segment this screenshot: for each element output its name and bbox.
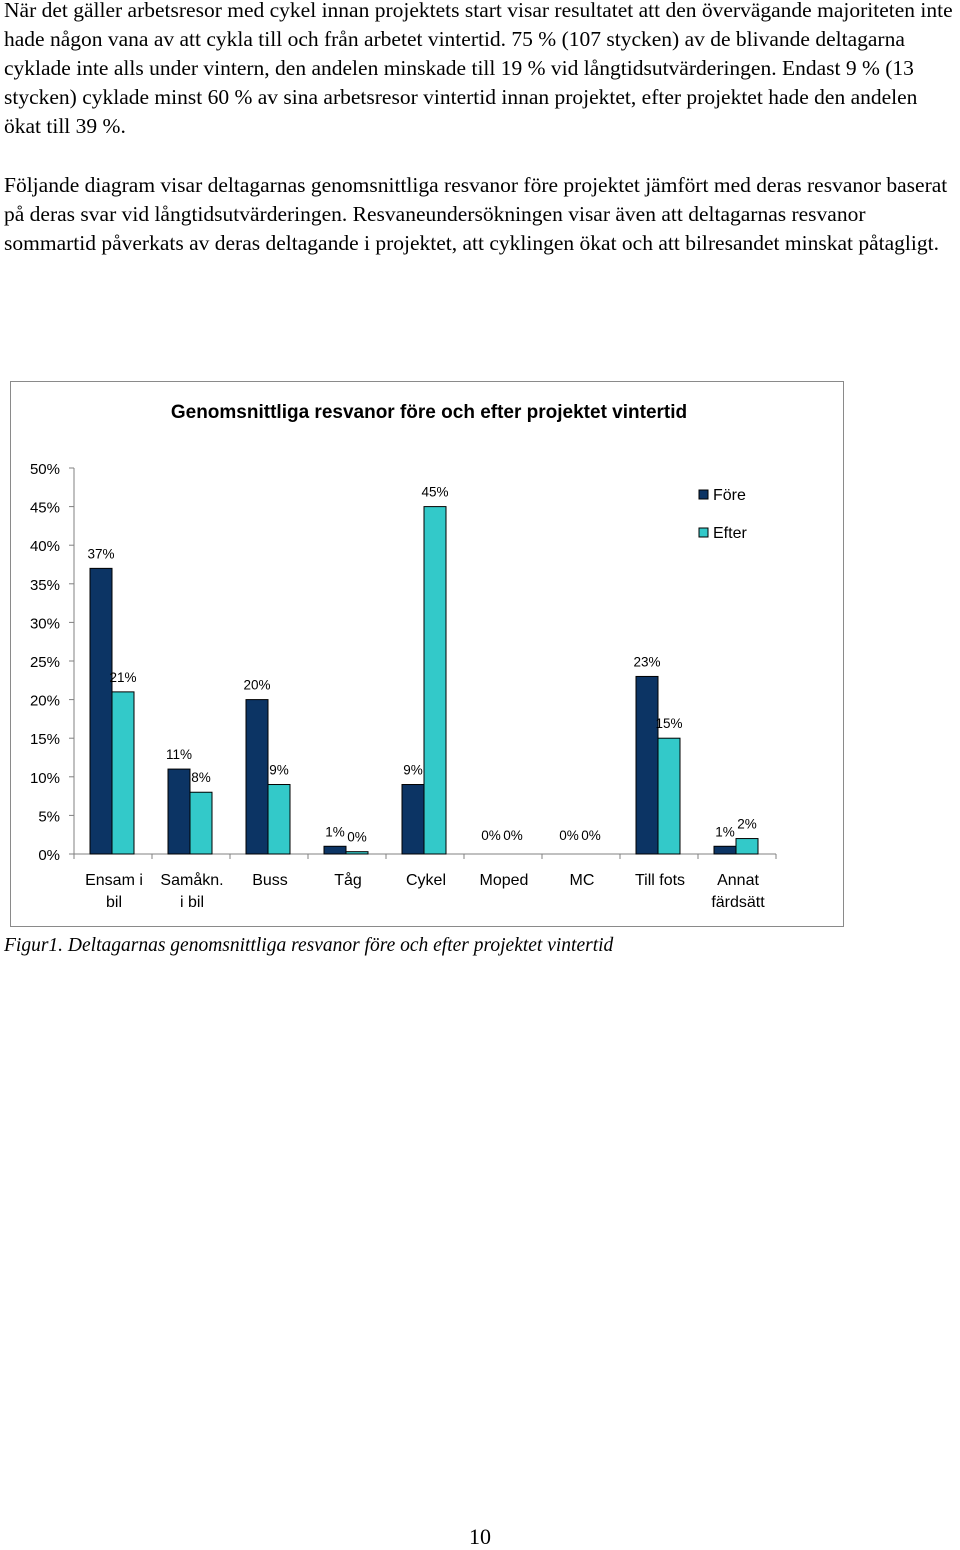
- y-tick-label: 30%: [30, 615, 60, 632]
- x-tick-label: i bil: [180, 894, 204, 911]
- legend-swatch: [698, 489, 709, 500]
- data-label: 0%: [503, 828, 523, 843]
- x-tick-label: Moped: [480, 872, 529, 889]
- bar-fore: [245, 699, 269, 855]
- bar-fore: [167, 768, 191, 855]
- data-label: 0%: [559, 828, 579, 843]
- page-number: 10: [469, 1524, 491, 1549]
- y-tick-label: 25%: [30, 654, 60, 671]
- data-label: 21%: [109, 670, 136, 685]
- x-tick-label: Annat: [717, 872, 759, 889]
- bar-efter: [345, 851, 369, 855]
- bar-efter: [111, 691, 135, 855]
- data-label: 20%: [243, 678, 270, 693]
- data-label: 2%: [737, 817, 757, 832]
- data-label: 8%: [191, 770, 211, 785]
- x-tick-label: färdsätt: [711, 894, 765, 911]
- bar-fore: [89, 567, 113, 855]
- bar-fore: [635, 675, 659, 855]
- bar-efter: [657, 737, 681, 855]
- bar-fore: [713, 845, 737, 855]
- x-tick-label: MC: [570, 872, 595, 889]
- data-label: 0%: [481, 828, 501, 843]
- bar-efter: [423, 506, 447, 855]
- x-tick-label: bil: [106, 894, 122, 911]
- data-label: 15%: [655, 716, 682, 731]
- data-label: 0%: [347, 830, 367, 845]
- x-tick-label: Tåg: [334, 871, 362, 889]
- y-tick-label: 10%: [30, 770, 60, 787]
- paragraph-1: När det gäller arbetsresor med cykel inn…: [4, 0, 953, 138]
- bar-fore: [401, 784, 425, 855]
- chart-frame: Genomsnittliga resvanor före och efter p…: [10, 381, 844, 927]
- data-label: 0%: [581, 828, 601, 843]
- bar-efter: [267, 784, 291, 855]
- x-tick-label: Cykel: [406, 872, 446, 889]
- y-tick-label: 45%: [30, 500, 60, 517]
- data-label: 9%: [403, 763, 423, 778]
- figure-caption: Figur1. Deltagarnas genomsnittliga resva…: [4, 935, 614, 956]
- y-tick-label: 15%: [30, 731, 60, 748]
- bar-efter: [735, 838, 759, 855]
- y-tick-label: 5%: [38, 808, 60, 825]
- paragraph-2: Följande diagram visar deltagarnas genom…: [4, 173, 948, 255]
- x-tick-label: Samåkn.: [160, 871, 223, 889]
- data-label: 9%: [269, 763, 289, 778]
- legend-label: Efter: [713, 525, 747, 542]
- y-tick-label: 35%: [30, 577, 60, 594]
- data-label: 23%: [633, 654, 660, 669]
- y-tick-label: 50%: [30, 461, 60, 478]
- chart-bars: 37%11%20%1%9%0% 0%23%1%21%8%9%0%45%0% 0%15…: [87, 485, 759, 855]
- chart-legend: Före Efter: [698, 487, 747, 542]
- data-label: 1%: [325, 824, 345, 839]
- legend-label: Före: [713, 487, 746, 504]
- y-tick-label: 20%: [30, 693, 60, 710]
- bar-efter: [189, 791, 213, 855]
- x-tick-label: Buss: [252, 872, 288, 889]
- bar-fore: [323, 845, 347, 855]
- data-label: 1%: [715, 824, 735, 839]
- data-label: 45%: [421, 485, 448, 500]
- x-tick-label: Till fots: [635, 872, 685, 889]
- data-label: 11%: [166, 747, 192, 762]
- y-tick-label: 0%: [38, 847, 60, 864]
- bar-chart: Genomsnittliga resvanor före och efter p…: [30, 402, 777, 911]
- y-tick-label: 40%: [30, 538, 60, 555]
- legend-swatch: [698, 527, 709, 538]
- chart-title: Genomsnittliga resvanor före och efter p…: [171, 402, 687, 423]
- data-label: 37%: [87, 546, 114, 561]
- x-tick-label: Ensam i: [85, 872, 143, 889]
